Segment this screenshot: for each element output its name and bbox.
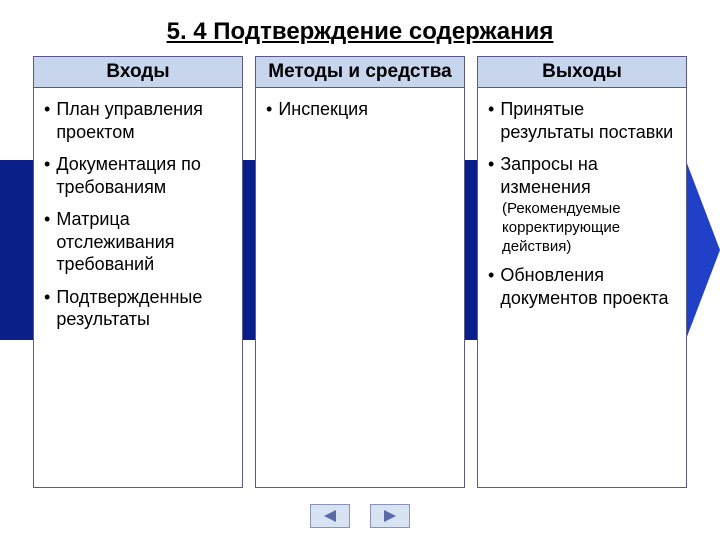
column-outputs: Выходы •Принятые результаты поставки •За… — [477, 56, 687, 488]
item-text: Подтвержденные результаты — [56, 286, 234, 331]
column-body: •Принятые результаты поставки •Запросы н… — [477, 88, 687, 488]
item-subtext: (Рекомендуемые корректирующие действия) — [502, 200, 678, 256]
triangle-right-icon — [382, 509, 398, 523]
list-item: •Матрица отслеживания требований — [44, 208, 234, 276]
list-item: •Запросы на изменения — [488, 153, 678, 198]
list-item: •Обновления документов проекта — [488, 264, 678, 309]
column-header: Входы — [33, 56, 243, 88]
item-text: Матрица отслеживания требований — [56, 208, 234, 276]
nav-buttons — [0, 504, 720, 528]
column-header: Методы и средства — [255, 56, 465, 88]
item-text: План управления проектом — [56, 98, 234, 143]
list-item: •Документация по требованиям — [44, 153, 234, 198]
item-text: Принятые результаты поставки — [500, 98, 678, 143]
prev-button[interactable] — [310, 504, 350, 528]
item-text: Обновления документов проекта — [500, 264, 678, 309]
column-body: •План управления проектом •Документация … — [33, 88, 243, 488]
list-item: •Инспекция — [266, 98, 456, 121]
next-button[interactable] — [370, 504, 410, 528]
column-body: •Инспекция — [255, 88, 465, 488]
columns-container: Входы •План управления проектом •Докумен… — [0, 56, 720, 488]
list-item: •Подтвержденные результаты — [44, 286, 234, 331]
column-header: Выходы — [477, 56, 687, 88]
column-inputs: Входы •План управления проектом •Докумен… — [33, 56, 243, 488]
item-text: Запросы на изменения — [500, 153, 678, 198]
item-text: Инспекция — [278, 98, 368, 121]
list-item: •План управления проектом — [44, 98, 234, 143]
item-text: Документация по требованиям — [56, 153, 234, 198]
page-title: 5. 4 Подтверждение содержания — [0, 0, 720, 56]
column-methods: Методы и средства •Инспекция — [255, 56, 465, 488]
list-item: •Принятые результаты поставки — [488, 98, 678, 143]
triangle-left-icon — [322, 509, 338, 523]
